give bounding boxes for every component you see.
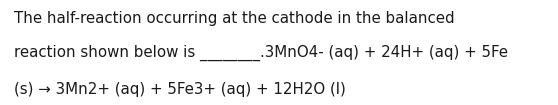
Text: reaction shown below is ________.3MnO4- (aq) + 24H+ (aq) + 5Fe: reaction shown below is ________.3MnO4- …	[14, 44, 508, 61]
Text: The half-reaction occurring at the cathode in the balanced: The half-reaction occurring at the catho…	[14, 11, 455, 26]
Text: (s) → 3Mn2+ (aq) + 5Fe3+ (aq) + 12H2O (l): (s) → 3Mn2+ (aq) + 5Fe3+ (aq) + 12H2O (l…	[14, 82, 346, 97]
